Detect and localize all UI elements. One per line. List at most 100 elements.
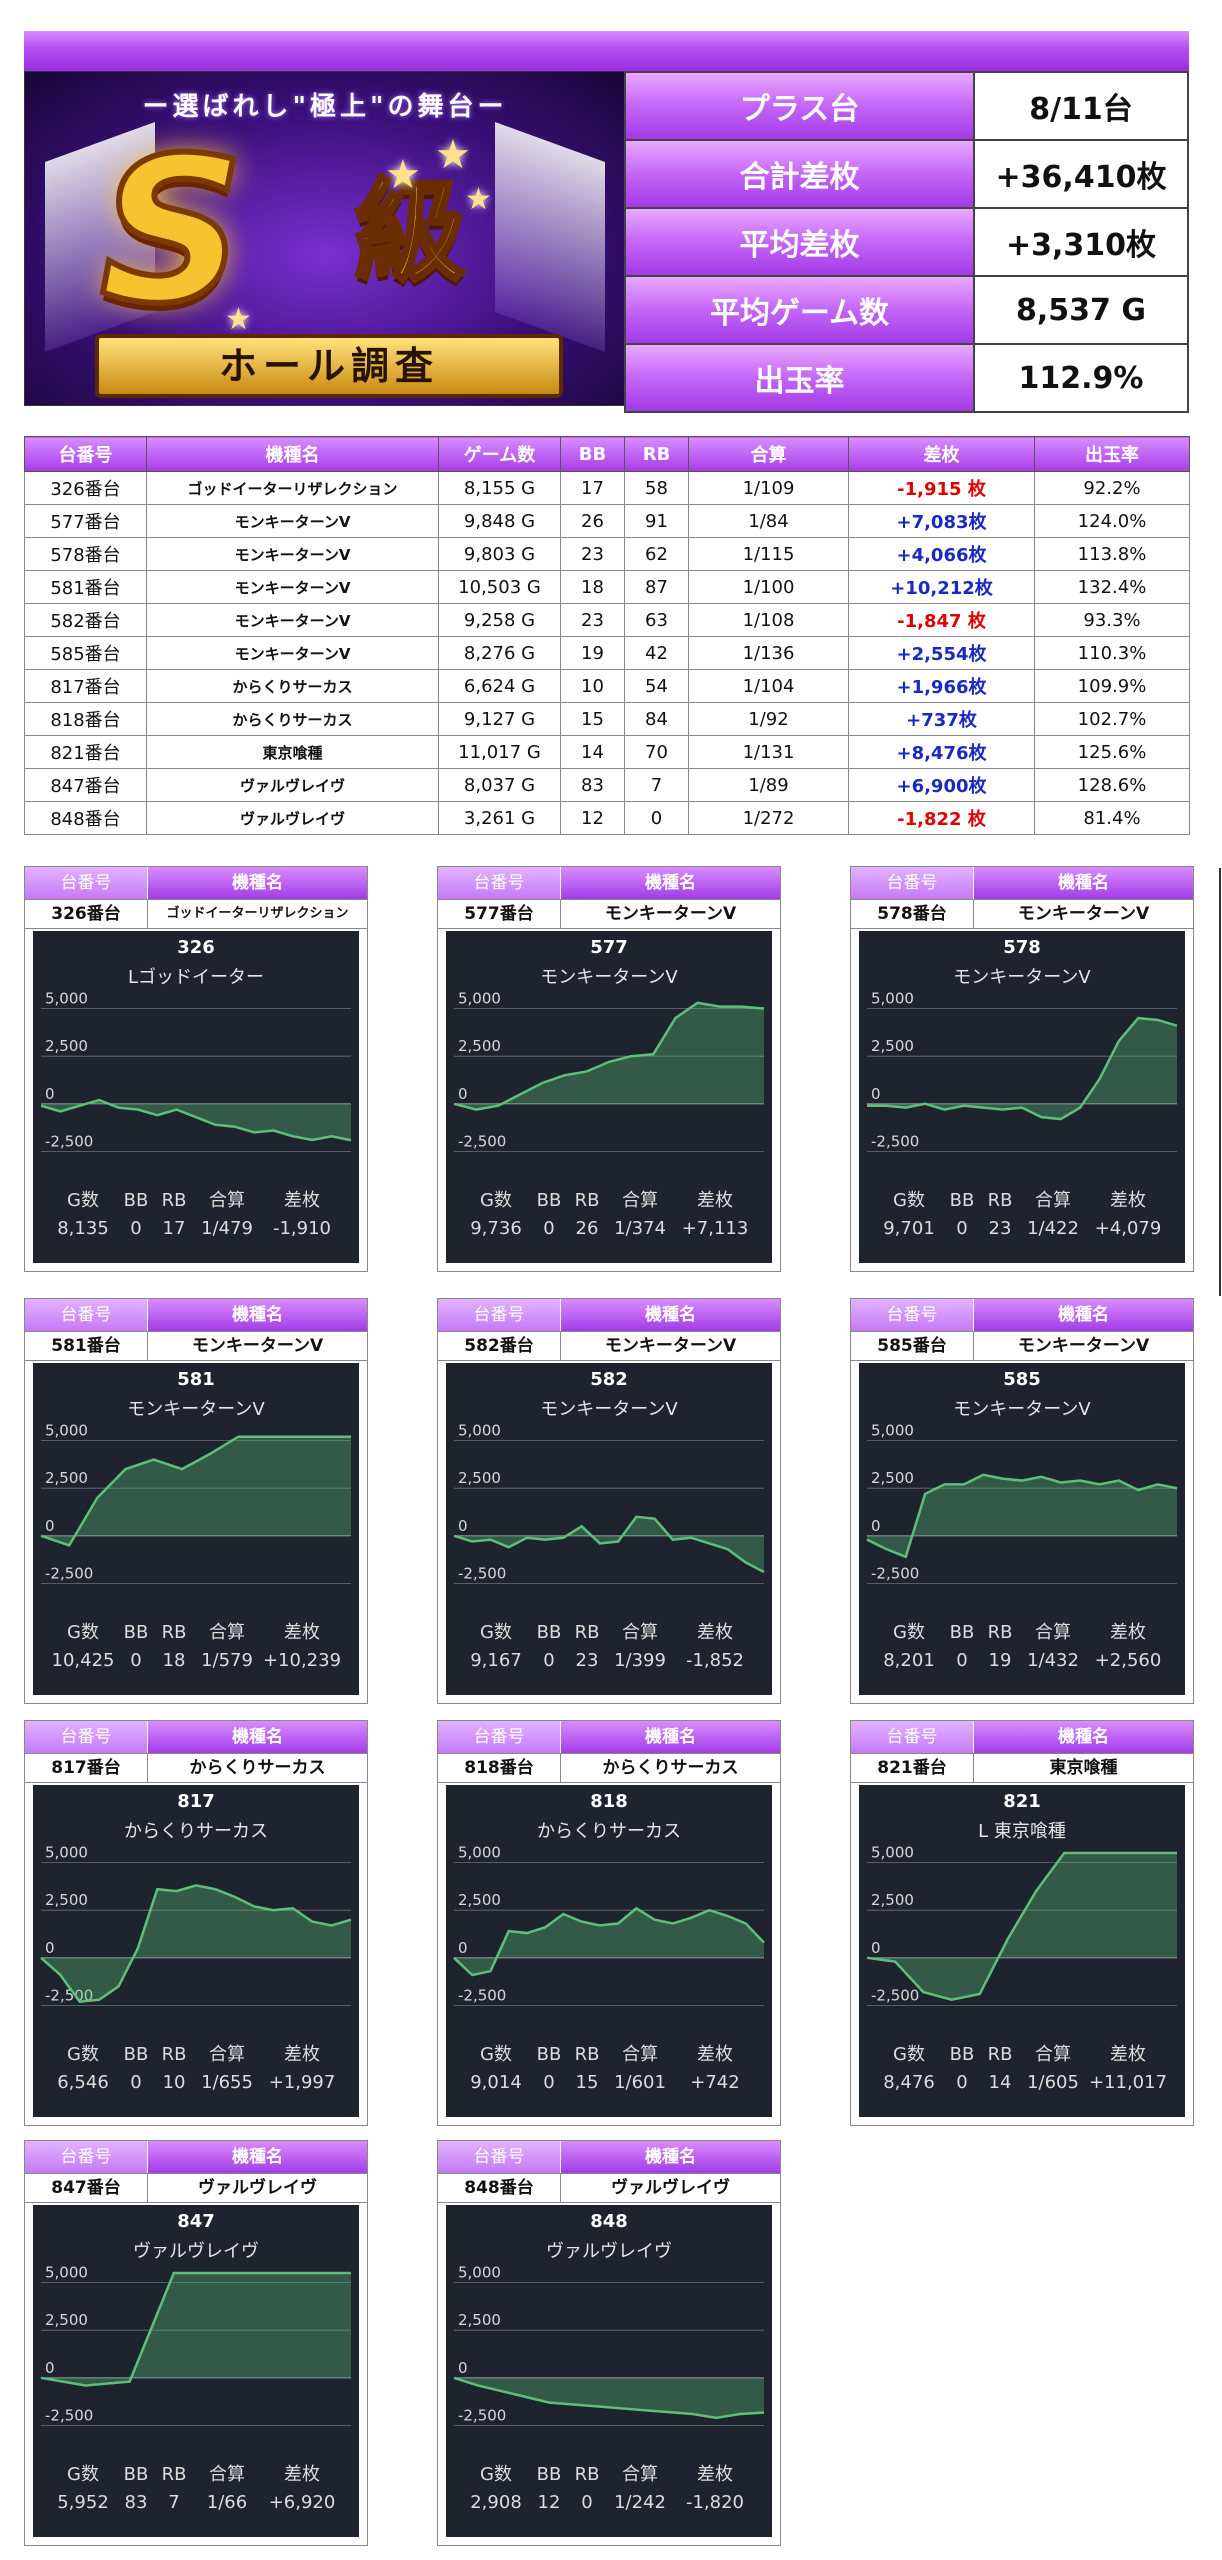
cell-diff: -1,915 枚 <box>848 471 1035 505</box>
card-info-row: 577番台 モンキーターンV <box>438 899 780 929</box>
stats-gassan: 1/579 <box>201 1650 253 1671</box>
card-no-header: 台番号 <box>25 1299 148 1331</box>
summary-label: 平均ゲーム数 <box>624 275 975 345</box>
cell-games: 8,037 G <box>438 768 561 802</box>
card-machine-header: 機種名 <box>974 1299 1193 1331</box>
y-tick-label: 0 <box>45 1939 55 1957</box>
stats-header: 差枚 <box>284 1622 320 1643</box>
stats-g: 9,014 <box>470 2072 522 2093</box>
stats-bb: 0 <box>130 1218 142 1239</box>
y-tick-label: 0 <box>45 1517 55 1535</box>
y-tick-label: -2,500 <box>45 1564 93 1582</box>
graph-number: 847 <box>177 2211 215 2232</box>
graph-title: モンキーターンV <box>953 1399 1091 1420</box>
stats-header: RB <box>161 1622 187 1643</box>
cell-machine: モンキーターンV <box>146 570 439 604</box>
cell-diff: +2,554枚 <box>848 636 1035 670</box>
stats-header: G数 <box>480 2044 512 2065</box>
scrollbar-track[interactable] <box>1219 868 1221 1296</box>
card-no-header: 台番号 <box>25 1721 148 1753</box>
cell-rb: 42 <box>624 636 689 670</box>
stats-bb: 0 <box>130 1650 142 1671</box>
area-fill <box>867 1853 1177 2000</box>
stats-header: G数 <box>67 2044 99 2065</box>
cell-rb: 0 <box>624 801 689 835</box>
summary-label: 平均差枚 <box>624 207 975 277</box>
stats-header-row: G数 BB RB 合算 差枚 <box>33 2041 359 2069</box>
stats-value-row: 8,476 0 14 1/605 +11,017 <box>859 2069 1185 2097</box>
stats-g: 8,201 <box>883 1650 935 1671</box>
slump-graph-panel: 326 Lゴッドイーター 5,000 2,500 0 -2,500 G数 BB RB 合算 差枚 8,… <box>33 931 359 1263</box>
card-header: 台番号 機種名 <box>25 2141 367 2173</box>
y-tick-label: 2,500 <box>458 1891 501 1909</box>
stats-value-row: 9,167 0 23 1/399 -1,852 <box>446 1647 772 1675</box>
cell-rate: 113.8% <box>1034 537 1190 571</box>
stats-rb: 0 <box>581 2492 593 2513</box>
card-no-header: 台番号 <box>438 2141 561 2173</box>
series-line <box>40 1435 351 1547</box>
stats-header: G数 <box>893 2044 925 2065</box>
card-info-row: 818番台 からくりサーカス <box>438 1753 780 1783</box>
series-line <box>40 1098 352 1142</box>
y-tick-label: 0 <box>871 1085 881 1103</box>
graph-stats: G数 BB RB 合算 差枚 8,135 0 17 1/479 -1,910 <box>33 1187 359 1247</box>
machine-card: 台番号 機種名 577番台 モンキーターンV 577 モンキーターンV 5,000 2,500… <box>437 866 781 1272</box>
stats-header: 合算 <box>622 1622 658 1643</box>
cell-bb: 10 <box>560 669 625 703</box>
card-machine-name: からくりサーカス <box>602 1758 739 1778</box>
graph-stats: G数 BB RB 合算 差枚 9,736 0 26 1/374 +7,113 <box>446 1187 772 1247</box>
machine-card: 台番号 機種名 326番台 ゴッドイーターリザレクション 326 Lゴッドイーター 5,00… <box>24 866 368 1272</box>
slump-graph: 5,000 2,500 0 -2,500 <box>453 2265 765 2426</box>
stats-samai: +4,079 <box>1094 1218 1162 1239</box>
cell-bb: 26 <box>560 504 625 538</box>
stats-rb: 17 <box>162 1218 186 1239</box>
stats-header: 差枚 <box>697 2464 733 2485</box>
card-machine-no: 818番台 <box>438 1754 561 1782</box>
stats-samai: +7,113 <box>681 1218 749 1239</box>
stats-header: G数 <box>480 1190 512 1211</box>
stats-header: RB <box>574 2044 600 2065</box>
cell-games: 6,624 G <box>438 669 561 703</box>
cell-rate: 102.7% <box>1034 702 1190 736</box>
wing-right-decoration <box>495 121 605 353</box>
card-info-row: 821番台 東京喰種 <box>851 1753 1193 1783</box>
stats-samai: +6,920 <box>268 2492 336 2513</box>
cell-rb: 54 <box>624 669 689 703</box>
card-no-header: 台番号 <box>25 2141 148 2173</box>
area-fill <box>41 1436 351 1546</box>
cell-rb: 84 <box>624 702 689 736</box>
cell-rate: 81.4% <box>1034 801 1190 835</box>
series-line <box>453 1001 765 1111</box>
summary-row: 合計差枚 +36,410枚 <box>624 139 1189 209</box>
y-tick-label: -2,500 <box>45 1132 93 1150</box>
stats-rb: 18 <box>162 1650 186 1671</box>
machine-card: 台番号 機種名 847番台 ヴァルヴレイヴ 847 ヴァルヴレイヴ 5,000 2,500 0-… <box>24 2140 368 2546</box>
stats-value-row: 9,701 0 23 1/422 +4,079 <box>859 1215 1185 1243</box>
summary-value: 112.9% <box>973 343 1189 413</box>
stats-header: 差枚 <box>697 2044 733 2065</box>
slump-graph: 5,000 2,500 0 -2,500 <box>40 991 352 1152</box>
y-tick-label: 5,000 <box>458 1845 501 1862</box>
stats-header-row: G数 BB RB 合算 差枚 <box>33 1187 359 1215</box>
stats-gassan: 1/605 <box>1027 2072 1079 2093</box>
star-icon: ★ <box>385 152 421 198</box>
slump-graph: 5,000 2,500 0 -2,500 <box>40 1423 351 1584</box>
stats-header: 差枚 <box>284 1190 320 1211</box>
stats-gassan: 1/655 <box>201 2072 253 2093</box>
stats-bb: 0 <box>956 1218 968 1239</box>
stats-bb: 83 <box>124 2492 148 2513</box>
area-fill <box>454 1002 764 1110</box>
stats-header: RB <box>161 2464 187 2485</box>
cell-rate: 93.3% <box>1034 603 1190 637</box>
area-fill <box>41 1885 351 2002</box>
graph-title: からくりサーカス <box>537 1821 681 1842</box>
card-machine-no: 848番台 <box>438 2174 561 2202</box>
cell-diff: +7,083枚 <box>848 504 1035 538</box>
stats-header: RB <box>574 1622 600 1643</box>
area-fill <box>41 2273 351 2386</box>
cell-rate: 132.4% <box>1034 570 1190 604</box>
cell-bb: 23 <box>560 603 625 637</box>
graph-stats: G数 BB RB 合算 差枚 8,476 0 14 1/605 +11,017 <box>859 2041 1185 2101</box>
cell-total: 1/272 <box>688 801 849 835</box>
cell-total: 1/100 <box>688 570 849 604</box>
